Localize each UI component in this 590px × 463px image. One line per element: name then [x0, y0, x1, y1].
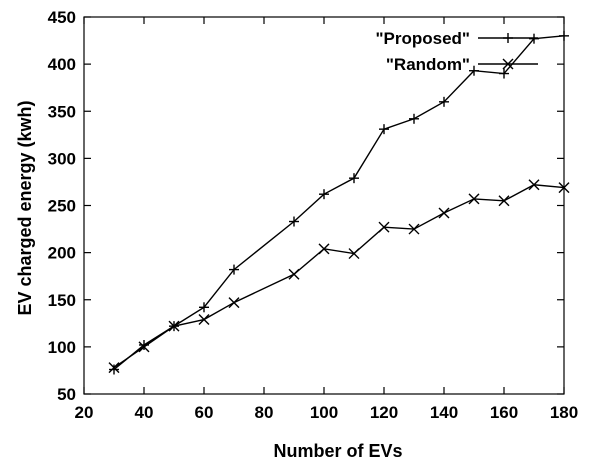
- legend-marker-random: [502, 58, 514, 70]
- x-tick-label: 40: [135, 403, 154, 422]
- data-point-random-d2: [168, 320, 180, 332]
- x-tick-label: 160: [490, 403, 518, 422]
- x-tick-label: 60: [195, 403, 214, 422]
- data-point-proposed: [349, 173, 359, 184]
- data-point-proposed: [409, 113, 419, 124]
- y-axis-label: EV charged energy (kwh): [15, 100, 35, 315]
- data-point-random: [198, 314, 210, 326]
- data-point-random-d2: [498, 195, 510, 207]
- data-point-random-d2: [138, 341, 150, 353]
- legend: "Proposed" "Random": [375, 29, 538, 74]
- legend-label-random: "Random": [386, 55, 470, 74]
- data-point-random-d2: [378, 221, 390, 233]
- y-tick-label: 450: [48, 8, 76, 27]
- data-point-proposed: [439, 96, 449, 107]
- y-tick-label: 350: [48, 102, 76, 121]
- x-tick-label: 140: [430, 403, 458, 422]
- data-point-random: [318, 243, 330, 255]
- x-tick-label: 80: [255, 403, 274, 422]
- data-point-random: [438, 207, 450, 219]
- y-tick-label: 100: [48, 338, 76, 357]
- data-point-random-d2: [288, 268, 300, 280]
- legend-marker-random-d2: [502, 58, 514, 70]
- x-tick-label: 120: [370, 403, 398, 422]
- series-line-random: [113, 184, 565, 369]
- series-line-proposed: [113, 35, 565, 371]
- x-tick-label: 100: [310, 403, 338, 422]
- data-point-random-d2: [228, 297, 240, 309]
- series-random: [108, 179, 570, 374]
- data-point-random-d2: [558, 182, 570, 194]
- y-tick-label: 400: [48, 55, 76, 74]
- y-tick-label: 250: [48, 197, 76, 216]
- data-point-proposed: [229, 264, 239, 275]
- y-tick-label: 50: [57, 385, 76, 404]
- data-point-random-d2: [408, 223, 420, 235]
- plot-area: 20 40 60 80 100 120 140 160 180 50 100 150 200 250 300…: [48, 8, 579, 422]
- data-point-random-d2: [318, 243, 330, 255]
- x-axis-label: Number of EVs: [273, 441, 402, 461]
- data-point-random: [138, 341, 150, 353]
- data-point-proposed: [469, 65, 479, 76]
- data-point-random-d2: [468, 193, 480, 205]
- y-tick-label: 200: [48, 244, 76, 263]
- data-point-random: [108, 362, 120, 374]
- data-point-random: [288, 268, 300, 280]
- data-point-random: [498, 195, 510, 207]
- data-point-proposed: [109, 364, 119, 375]
- data-point-random-d2: [438, 207, 450, 219]
- data-point-random: [468, 193, 480, 205]
- data-point-proposed: [559, 30, 569, 41]
- data-point-random: [228, 297, 240, 309]
- data-point-random: [408, 223, 420, 235]
- data-point-random: [558, 182, 570, 194]
- data-point-random: [348, 248, 360, 260]
- x-tick-label: 20: [75, 403, 94, 422]
- y-tick-label: 300: [48, 149, 76, 168]
- legend-marker-proposed: [503, 33, 513, 43]
- series-proposed: [109, 30, 569, 375]
- legend-label-proposed: "Proposed": [375, 29, 470, 48]
- data-point-proposed: [319, 189, 329, 200]
- data-point-random: [378, 221, 390, 233]
- data-point-random: [528, 179, 540, 191]
- data-point-random-d2: [348, 248, 360, 260]
- x-tick-label: 180: [550, 403, 578, 422]
- data-point-random-d2: [528, 179, 540, 191]
- data-point-random: [168, 320, 180, 332]
- data-point-proposed: [379, 124, 389, 135]
- data-point-proposed: [289, 216, 299, 227]
- data-point-proposed: [199, 302, 209, 313]
- data-point-random-d2: [108, 362, 120, 374]
- data-point-random-d2: [198, 314, 210, 326]
- y-tick-label: 150: [48, 291, 76, 310]
- data-point-proposed: [499, 68, 509, 79]
